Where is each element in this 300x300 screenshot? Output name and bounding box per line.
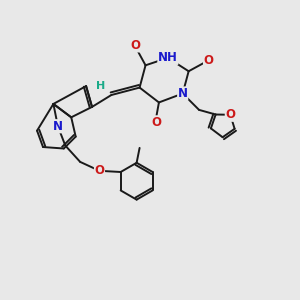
Text: O: O bbox=[225, 108, 235, 121]
Text: N: N bbox=[178, 87, 188, 100]
Text: NH: NH bbox=[158, 51, 178, 64]
Text: O: O bbox=[204, 54, 214, 67]
Text: N: N bbox=[53, 120, 63, 133]
Text: O: O bbox=[151, 116, 161, 129]
Text: H: H bbox=[96, 81, 106, 91]
Text: O: O bbox=[94, 164, 104, 177]
Text: O: O bbox=[130, 39, 140, 52]
